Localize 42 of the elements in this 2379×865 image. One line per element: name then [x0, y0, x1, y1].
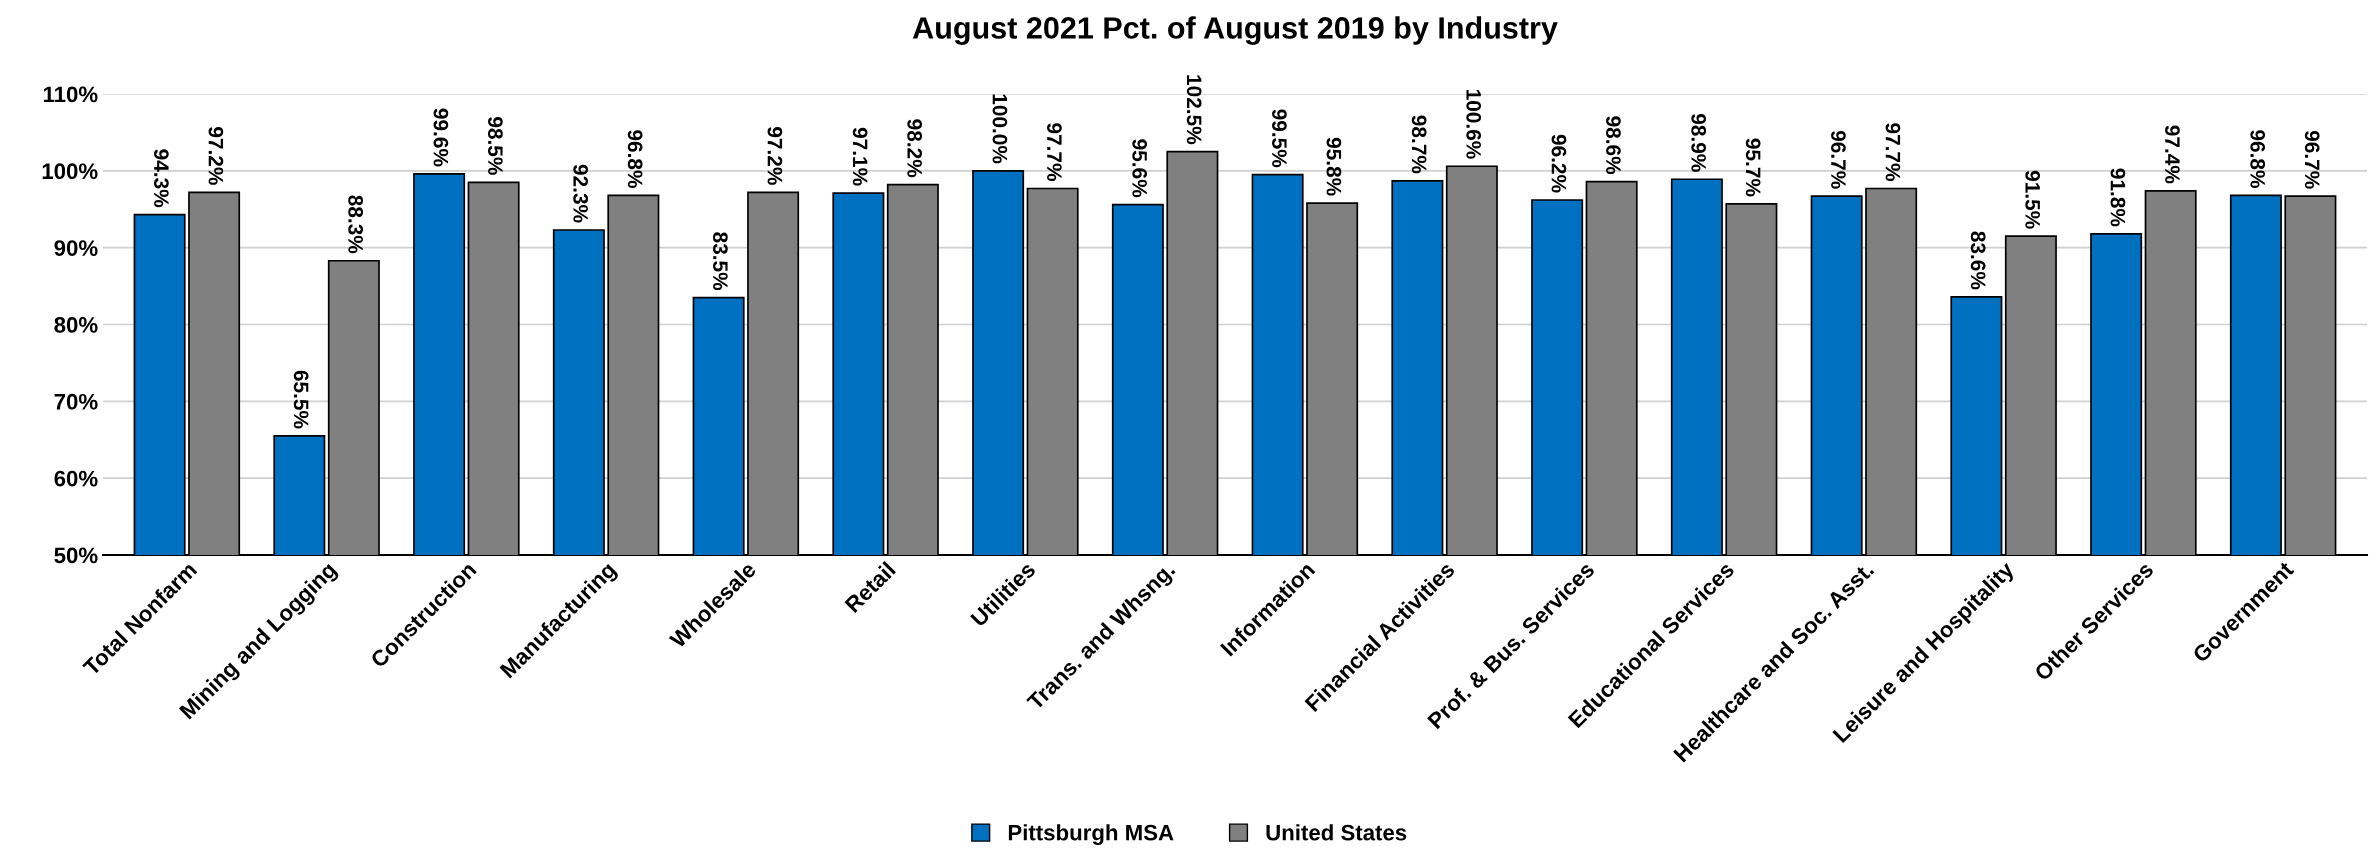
data-label: 95.8% [1326, 137, 1342, 196]
data-label: 97.1% [852, 127, 868, 186]
data-label: 95.7% [1745, 138, 1761, 197]
data-label: 83.5% [712, 232, 728, 291]
data-label: 83.6% [1970, 231, 1986, 290]
data-label: 96.8% [627, 130, 643, 188]
y-tick-label: 100% [42, 163, 98, 180]
data-label: 97.7% [1885, 123, 1901, 182]
data-label: 91.8% [2110, 168, 2126, 227]
y-tick-label: 90% [54, 240, 98, 256]
data-label: 88.3% [348, 195, 364, 254]
data-label: 97.4% [2165, 125, 2180, 184]
y-tick-label: 80% [54, 317, 98, 333]
data-label: 98.7% [1411, 115, 1427, 174]
y-tick-label: 50% [54, 547, 98, 564]
data-label: 92.3% [573, 164, 589, 223]
data-label: 99.6% [433, 108, 449, 167]
data-label: 96.2% [1551, 134, 1567, 193]
chart-title: August 2021 Pct. of August 2019 by Industry [912, 16, 1558, 45]
data-label: 98.9% [1691, 113, 1707, 172]
data-label: 100.0% [992, 94, 1008, 164]
data-label: 65.5% [293, 370, 309, 429]
data-label: 94.3% [153, 149, 169, 208]
data-label: 97.7% [1047, 123, 1062, 182]
y-tick-label: 70% [54, 393, 98, 410]
data-label: 98.6% [1606, 116, 1621, 175]
data-label: 98.2% [907, 119, 923, 178]
data-label: 96.7% [1831, 130, 1846, 189]
data-label: 102.5% [1186, 75, 1202, 145]
data-label: 97.2% [208, 127, 224, 185]
data-label: 95.6% [1132, 139, 1148, 198]
data-label: 96.8% [2250, 130, 2266, 188]
legend-label: Pittsburgh MSA [1008, 824, 1174, 845]
y-tick-label: 60% [54, 470, 98, 487]
data-label: 99.5% [1272, 109, 1287, 168]
data-label: 100.6% [1466, 89, 1482, 159]
data-label: 97.2% [767, 127, 783, 185]
y-tick-label: 110% [43, 86, 98, 103]
legend-label: United States [1266, 824, 1407, 841]
data-label: 96.7% [2304, 130, 2320, 189]
data-label: 98.5% [488, 117, 503, 175]
data-label: 91.5% [2025, 170, 2041, 229]
